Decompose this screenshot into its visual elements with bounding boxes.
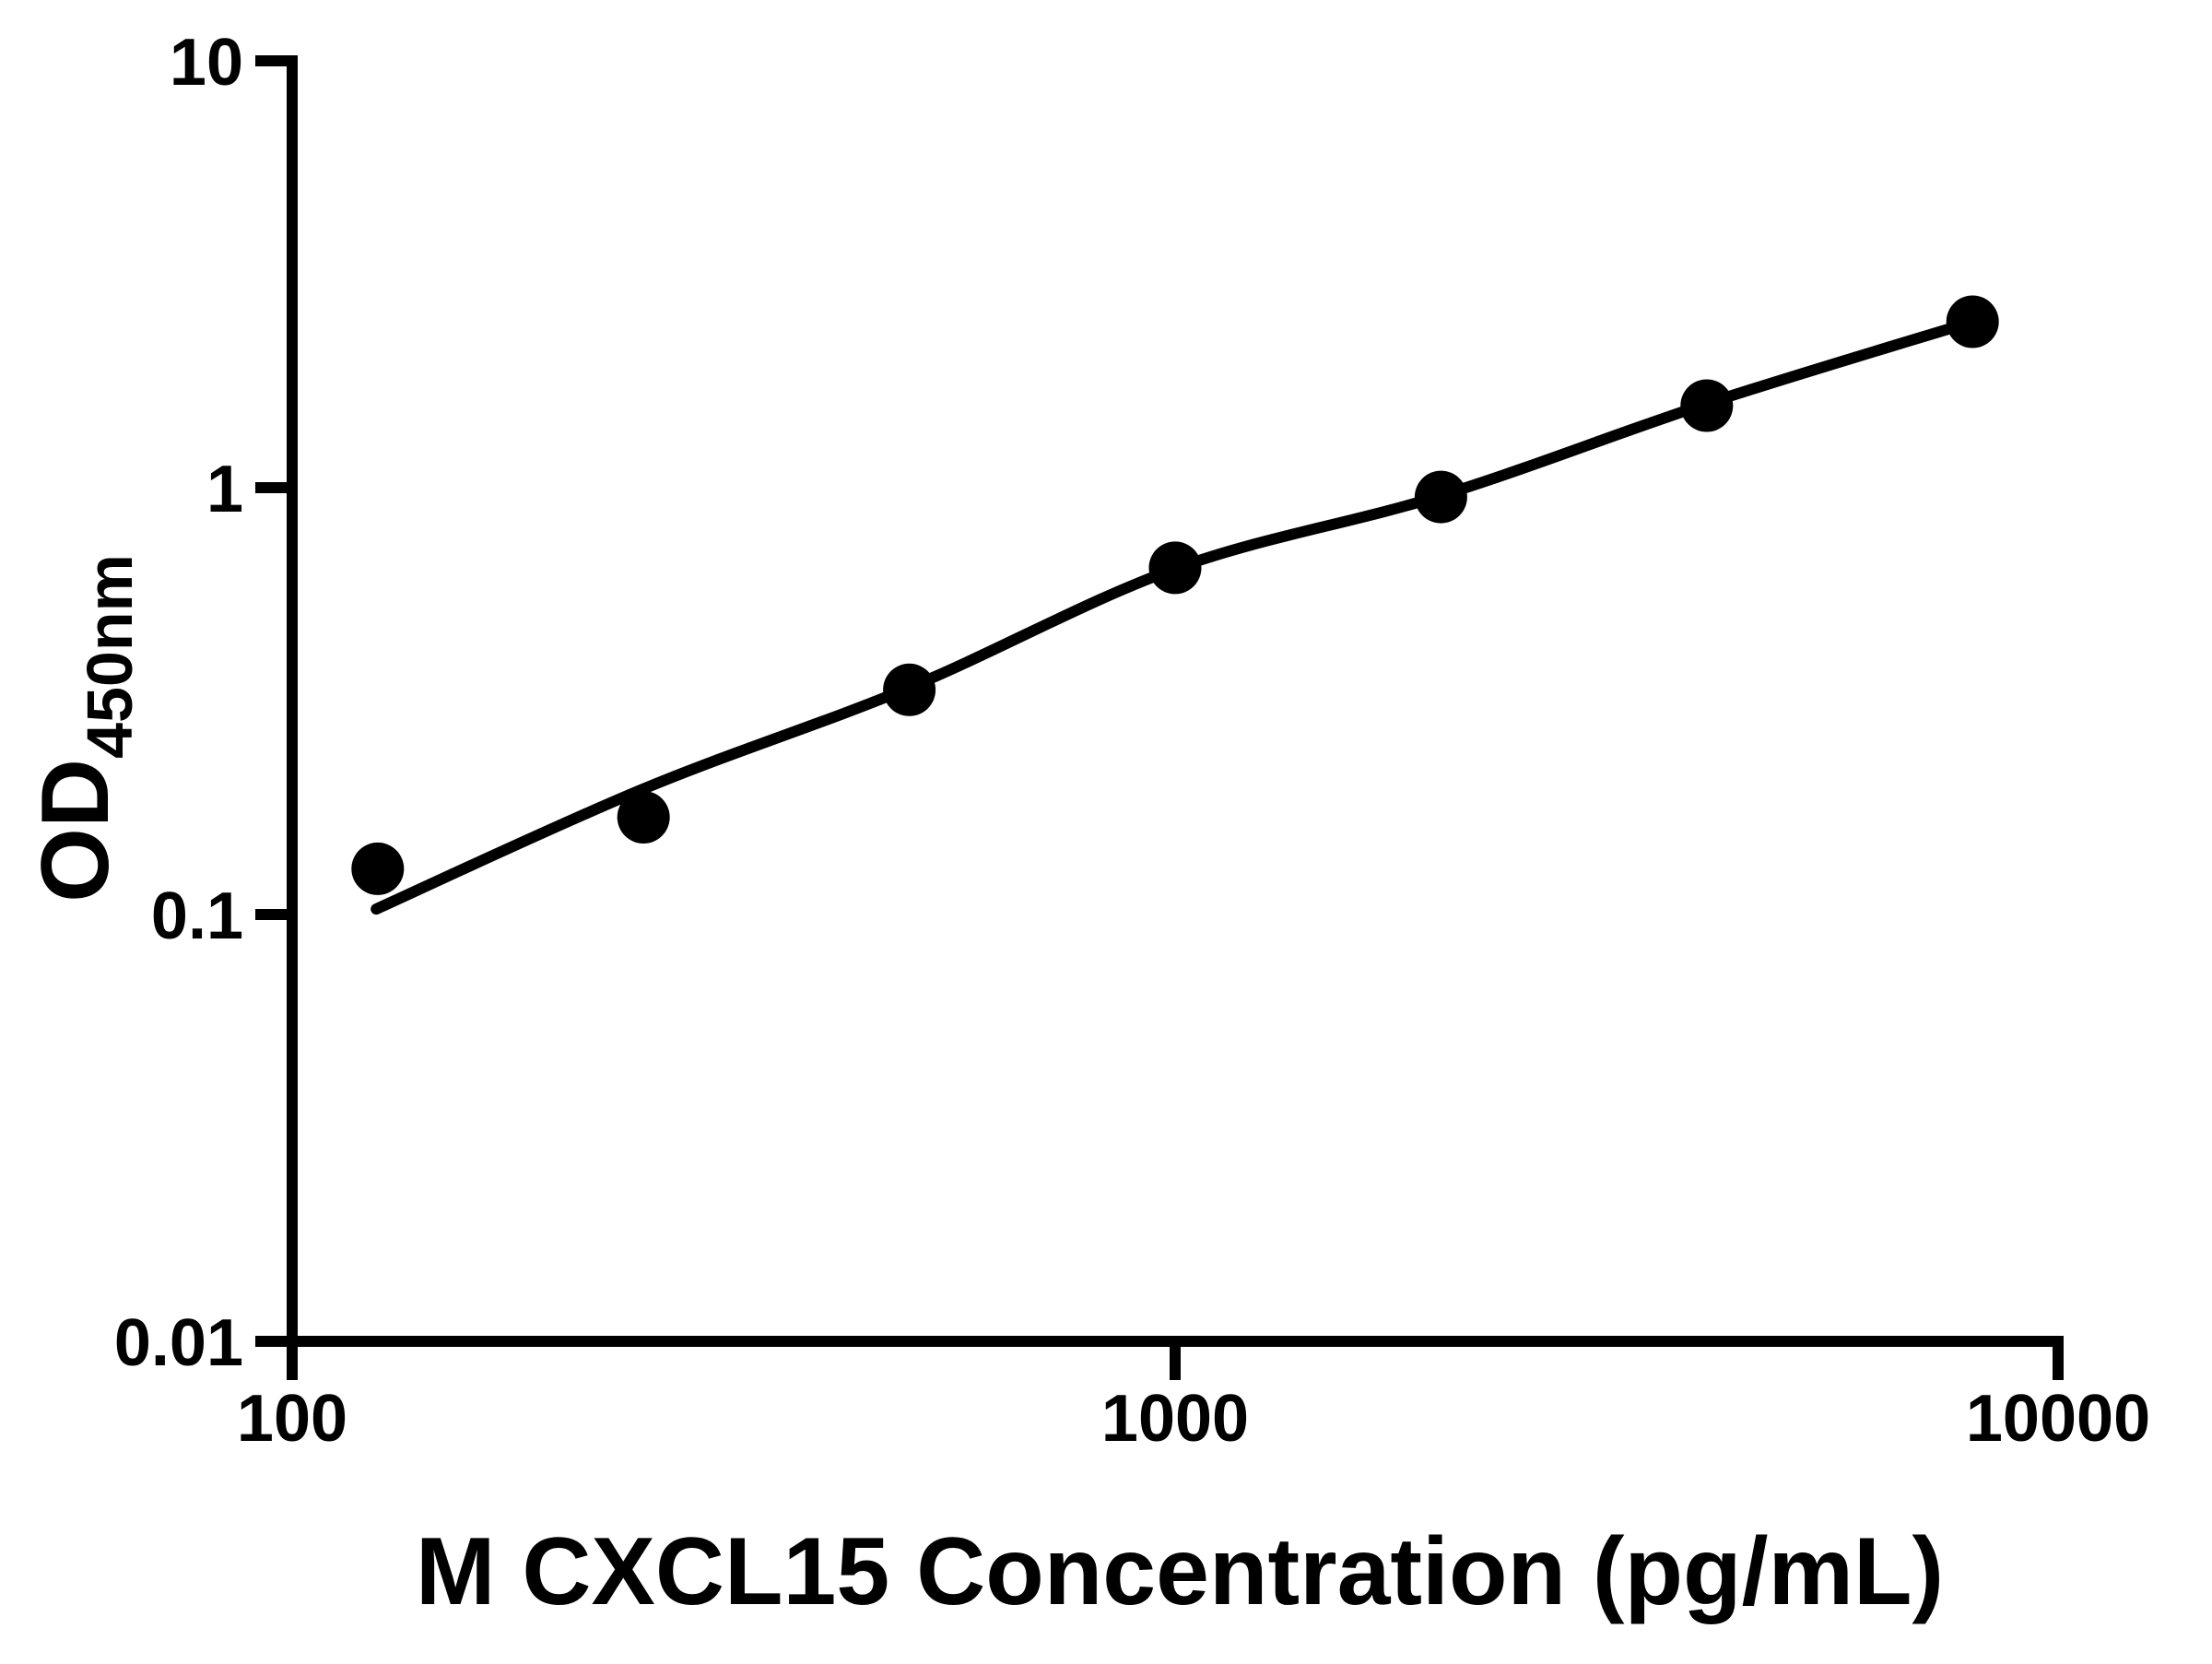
fit-curve-line bbox=[371, 316, 1979, 915]
axis-spine bbox=[287, 55, 2064, 1347]
y-tick-label: 0.01 bbox=[114, 1306, 243, 1380]
data-point-marker bbox=[883, 663, 936, 716]
y-tick-label: 10 bbox=[170, 26, 243, 100]
x-axis-title: M CXCL15 Concentration (pg/mL) bbox=[416, 1518, 1944, 1625]
data-point-marker bbox=[1946, 295, 1999, 348]
data-point-marker bbox=[1414, 470, 1467, 524]
y-tick-label: 0.1 bbox=[151, 879, 243, 953]
data-point-marker bbox=[1680, 379, 1734, 432]
y-axis-title: OD450nm bbox=[22, 554, 146, 903]
x-tick-label: 10000 bbox=[1966, 1382, 2150, 1456]
x-tick-label: 100 bbox=[237, 1382, 347, 1456]
data-point-marker bbox=[617, 791, 670, 844]
data-point-marker bbox=[351, 842, 405, 895]
y-tick-label: 1 bbox=[206, 453, 243, 526]
data-point-marker bbox=[1148, 541, 1202, 595]
x-tick-label: 1000 bbox=[1101, 1382, 1249, 1456]
